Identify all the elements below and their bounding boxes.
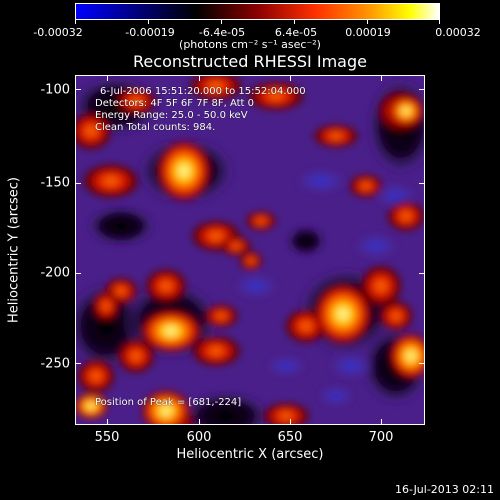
peak-position-text: Position of Peak = [681,-224] bbox=[95, 397, 242, 408]
x-tick-label: 650 bbox=[277, 430, 303, 445]
image-plot bbox=[75, 75, 425, 425]
colorbar-tick-label: 6.4e-05 bbox=[274, 26, 318, 39]
colorbar-tick bbox=[367, 20, 368, 24]
colorbar-tick-label: 0.00032 bbox=[435, 26, 481, 39]
y-tick bbox=[75, 183, 81, 184]
y-tick bbox=[75, 273, 81, 274]
x-tick bbox=[199, 419, 200, 425]
colorbar-tick bbox=[294, 20, 295, 24]
colorbar-units: (photons cm⁻² s⁻¹ asec⁻²) bbox=[179, 38, 321, 51]
plot-title: Reconstructed RHESSI Image bbox=[133, 52, 367, 71]
x-tick bbox=[381, 75, 382, 81]
x-tick bbox=[381, 419, 382, 425]
x-tick bbox=[290, 419, 291, 425]
time-range-text: 6-Jul-2006 15:51:20.000 to 15:52:04.000 bbox=[100, 86, 306, 97]
y-tick-label: -250 bbox=[40, 356, 70, 372]
detectors-text: Detectors: 4F 5F 6F 7F 8F, Att 0 bbox=[95, 98, 255, 109]
colorbar-tick-label: 0.00019 bbox=[345, 26, 391, 39]
x-tick-label: 600 bbox=[186, 430, 212, 445]
heatmap-image bbox=[76, 76, 424, 424]
x-tick-label: 550 bbox=[94, 430, 120, 445]
energy-range-text: Energy Range: 25.0 - 50.0 keV bbox=[95, 110, 248, 121]
x-tick-label: 700 bbox=[368, 430, 394, 445]
y-axis-label: Heliocentric Y (arcsec) bbox=[6, 177, 22, 323]
colorbar-tick-label: -0.00032 bbox=[33, 26, 83, 39]
colorbar-tick bbox=[221, 20, 222, 24]
y-tick-label: -100 bbox=[40, 82, 70, 98]
x-tick bbox=[199, 75, 200, 81]
y-tick-label: -150 bbox=[40, 175, 70, 191]
y-tick bbox=[419, 363, 425, 364]
y-tick bbox=[419, 183, 425, 184]
x-tick bbox=[107, 75, 108, 81]
colorbar bbox=[75, 3, 440, 20]
x-axis-label: Heliocentric X (arcsec) bbox=[176, 447, 324, 462]
colorbar-tick bbox=[148, 20, 149, 24]
x-tick bbox=[290, 75, 291, 81]
x-tick bbox=[107, 419, 108, 425]
y-tick bbox=[419, 273, 425, 274]
colorbar-tick-label: -0.00019 bbox=[125, 26, 175, 39]
y-tick-label: -200 bbox=[40, 265, 70, 281]
colorbar-tick bbox=[439, 20, 440, 24]
y-tick bbox=[419, 89, 425, 90]
y-tick bbox=[75, 363, 81, 364]
method-counts-text: Clean Total counts: 984. bbox=[95, 122, 216, 133]
colorbar-tick bbox=[75, 20, 76, 24]
y-tick bbox=[75, 89, 81, 90]
colorbar-tick-label: -6.4e-05 bbox=[198, 26, 246, 39]
timestamp: 16-Jul-2013 02:11 bbox=[394, 483, 494, 496]
